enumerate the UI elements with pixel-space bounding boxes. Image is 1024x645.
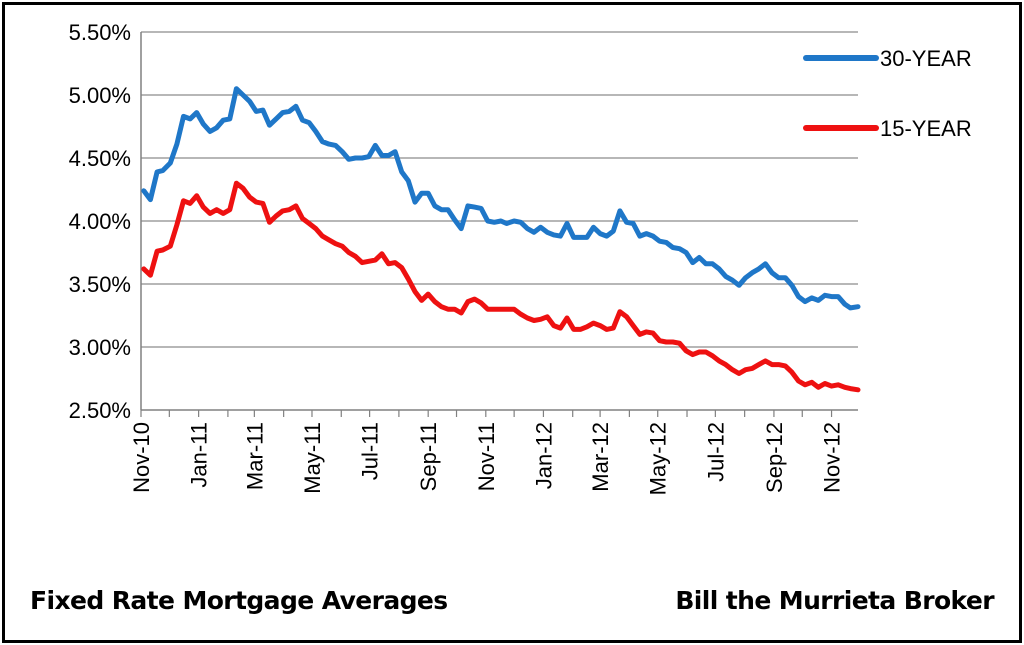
footer-credit: Bill the Murrieta Broker bbox=[675, 586, 995, 615]
series-line-15-year bbox=[141, 180, 861, 393]
x-tick-label: Mar-11 bbox=[242, 422, 267, 490]
x-tick-label: Nov-11 bbox=[474, 422, 499, 491]
y-tick-label: 5.50% bbox=[69, 20, 131, 45]
x-tick-marks bbox=[140, 410, 833, 417]
y-tick-label: 3.50% bbox=[69, 272, 131, 297]
gridlines bbox=[141, 31, 858, 348]
axes bbox=[140, 32, 858, 411]
x-tick-label: May-11 bbox=[300, 422, 325, 494]
y-tick-label: 3.00% bbox=[69, 335, 131, 360]
series-line-30-year bbox=[141, 86, 861, 311]
series-lines bbox=[141, 86, 861, 393]
x-tick-label: May-12 bbox=[646, 422, 671, 495]
y-tick-label: 2.50% bbox=[69, 398, 131, 423]
x-tick-label: Nov-10 bbox=[129, 422, 154, 493]
x-tick-label: Jul-11 bbox=[358, 422, 383, 480]
legend-label-15-year: 15-YEAR bbox=[880, 116, 972, 141]
legend-label-30-year: 30-YEAR bbox=[880, 46, 972, 71]
x-tick-labels: Nov-10 Jan-11 Mar-11 May-11 Jul-11 Sep-11 Nov-… bbox=[129, 422, 845, 495]
y-tick-label: 4.50% bbox=[69, 146, 131, 171]
legend: 30-YEAR 15-YEAR bbox=[803, 46, 972, 141]
x-tick-label: Mar-12 bbox=[588, 422, 613, 492]
x-tick-label: Jul-12 bbox=[703, 422, 728, 482]
y-tick-label: 4.00% bbox=[69, 209, 131, 234]
x-tick-label: Jan-12 bbox=[531, 422, 556, 489]
x-tick-label: Sep-12 bbox=[762, 422, 787, 493]
x-tick-label: Jan-11 bbox=[187, 422, 212, 488]
y-tick-label: 5.00% bbox=[69, 83, 131, 108]
y-tick-labels: 5.50% 5.00% 4.50% 4.00% 3.50% 3.00% 2.50% bbox=[69, 20, 131, 423]
footer-title: Fixed Rate Mortgage Averages bbox=[30, 586, 448, 615]
x-tick-label: Nov-12 bbox=[820, 422, 845, 493]
x-tick-label: Sep-11 bbox=[416, 422, 441, 491]
